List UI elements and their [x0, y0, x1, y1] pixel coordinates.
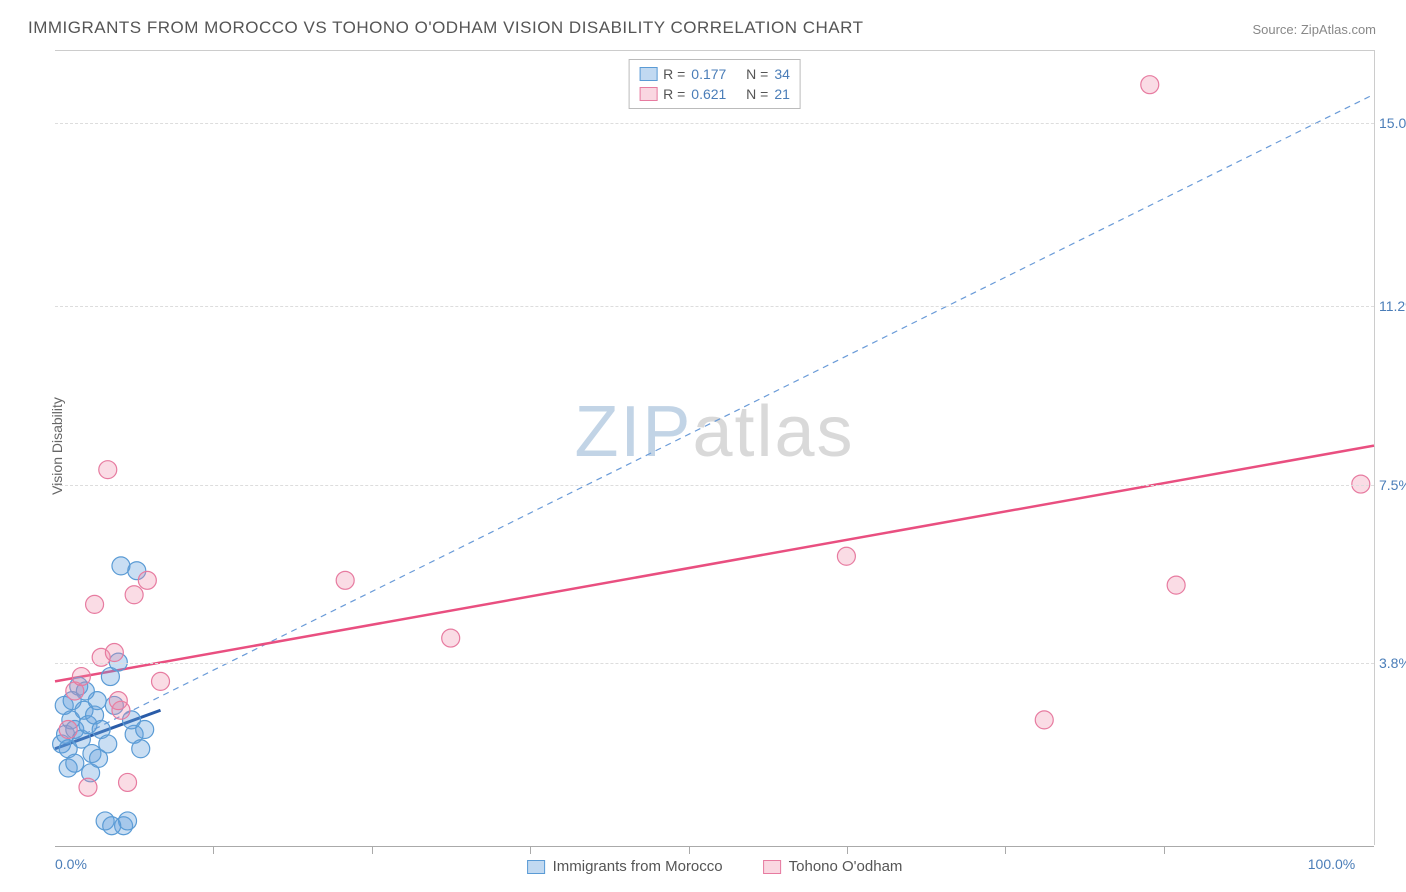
swatch-pink-icon [639, 87, 657, 101]
scatter-point [152, 672, 170, 690]
scatter-point [138, 571, 156, 589]
r-label: R = [663, 86, 685, 102]
scatter-point [86, 595, 104, 613]
scatter-point [442, 629, 460, 647]
scatter-point [105, 644, 123, 662]
y-tick-label: 3.8% [1379, 655, 1406, 671]
gridline-h [55, 306, 1374, 307]
n-value-0: 34 [774, 66, 790, 82]
x-tick [847, 846, 848, 854]
x-baseline [55, 846, 1374, 847]
scatter-point [119, 812, 137, 830]
scatter-point [72, 668, 90, 686]
scatter-point [112, 557, 130, 575]
gridline-h [55, 663, 1374, 664]
scatter-point [119, 773, 137, 791]
scatter-point [99, 461, 117, 479]
bottom-legend: Immigrants from Morocco Tohono O'odham [527, 858, 903, 875]
stats-legend: R = 0.177 N = 34 R = 0.621 N = 21 [628, 59, 801, 109]
ideal-line [55, 94, 1374, 748]
legend-item-0: Immigrants from Morocco [527, 858, 723, 875]
scatter-point [125, 586, 143, 604]
scatter-point [90, 749, 108, 767]
scatter-point [66, 754, 84, 772]
scatter-point [837, 547, 855, 565]
scatter-point [1141, 76, 1159, 94]
swatch-blue-icon [527, 860, 545, 874]
stats-row-1: R = 0.621 N = 21 [639, 84, 790, 104]
legend-label-1: Tohono O'odham [789, 858, 903, 875]
y-tick-label: 11.2% [1379, 298, 1406, 314]
scatter-point [336, 571, 354, 589]
x-tick [530, 846, 531, 854]
source-label: Source: ZipAtlas.com [1252, 22, 1376, 37]
chart-svg [55, 51, 1374, 845]
x-tick [1164, 846, 1165, 854]
gridline-h [55, 123, 1374, 124]
plot-area: ZIPatlas R = 0.177 N = 34 R = 0.621 N = … [55, 50, 1375, 845]
n-value-1: 21 [774, 86, 790, 102]
gridline-h [55, 485, 1374, 486]
n-label: N = [746, 86, 768, 102]
x-tick [1005, 846, 1006, 854]
swatch-pink-icon [763, 860, 781, 874]
r-value-0: 0.177 [691, 66, 726, 82]
stats-row-0: R = 0.177 N = 34 [639, 64, 790, 84]
y-tick-label: 7.5% [1379, 477, 1406, 493]
y-tick-label: 15.0% [1379, 115, 1406, 131]
scatter-point [1167, 576, 1185, 594]
r-label: R = [663, 66, 685, 82]
legend-item-1: Tohono O'odham [763, 858, 903, 875]
x-tick [213, 846, 214, 854]
x-tick [689, 846, 690, 854]
chart-title: IMMIGRANTS FROM MOROCCO VS TOHONO O'ODHA… [28, 18, 863, 38]
trend-line [55, 446, 1374, 682]
r-value-1: 0.621 [691, 86, 726, 102]
scatter-point [109, 692, 127, 710]
x-tick [372, 846, 373, 854]
n-label: N = [746, 66, 768, 82]
scatter-point [59, 721, 77, 739]
scatter-point [103, 817, 121, 835]
scatter-point [79, 778, 97, 796]
x-tick-label-max: 100.0% [1308, 856, 1355, 870]
scatter-point [136, 721, 154, 739]
legend-label-0: Immigrants from Morocco [553, 858, 723, 875]
scatter-point [1035, 711, 1053, 729]
swatch-blue-icon [639, 67, 657, 81]
scatter-point [132, 740, 150, 758]
